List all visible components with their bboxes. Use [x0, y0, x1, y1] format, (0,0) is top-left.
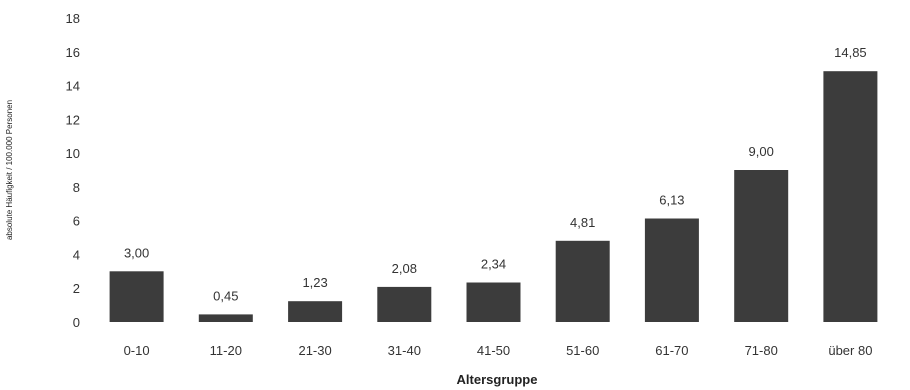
x-axis-title: Altersgruppe — [457, 372, 538, 387]
bar — [644, 218, 699, 322]
x-tick-label: 0-10 — [124, 343, 150, 358]
data-label: 2,08 — [392, 261, 417, 276]
y-tick-label: 8 — [73, 180, 80, 195]
x-tick-label: 21-30 — [298, 343, 331, 358]
y-tick-label: 10 — [66, 146, 80, 161]
bar — [466, 282, 521, 322]
y-tick-label: 6 — [73, 214, 80, 229]
x-tick-label: 61-70 — [655, 343, 688, 358]
bar — [377, 286, 432, 322]
x-axis: 0-10 11-20 21-30 31-40 41-50 51-60 61-70 71-80 ü… — [124, 343, 873, 358]
data-label: 4,81 — [570, 215, 595, 230]
x-tick-label: 31-40 — [388, 343, 421, 358]
bars — [109, 71, 878, 322]
x-tick-label: 51-60 — [566, 343, 599, 358]
bar — [198, 314, 253, 322]
y-tick-label: 0 — [73, 315, 80, 330]
y-tick-label: 4 — [73, 247, 80, 262]
y-axis-title: absolute Häufigkeit / 100.000 Personen — [5, 100, 14, 240]
bar — [288, 301, 343, 322]
data-label: 2,34 — [481, 257, 506, 272]
x-tick-label: über 80 — [828, 343, 872, 358]
y-tick-label: 18 — [66, 11, 80, 26]
bar — [734, 170, 789, 322]
y-tick-label: 14 — [66, 79, 80, 94]
data-label: 9,00 — [749, 144, 774, 159]
y-axis: 0 2 4 6 8 10 12 14 16 18 — [66, 11, 80, 330]
bar — [555, 240, 610, 322]
bar — [823, 71, 878, 322]
x-tick-label: 41-50 — [477, 343, 510, 358]
x-tick-label: 71-80 — [745, 343, 778, 358]
y-tick-label: 2 — [73, 281, 80, 296]
data-label: 3,00 — [124, 245, 149, 260]
x-tick-label: 11-20 — [210, 343, 242, 358]
data-label: 14,85 — [834, 45, 867, 60]
data-labels: 3,00 0,45 1,23 2,08 2,34 4,81 6,13 9,00 14,85 — [124, 45, 867, 303]
data-label: 6,13 — [659, 193, 684, 208]
y-tick-label: 16 — [66, 45, 80, 60]
bar — [109, 271, 164, 322]
data-label: 0,45 — [213, 288, 238, 303]
y-tick-label: 12 — [66, 112, 80, 127]
data-label: 1,23 — [302, 275, 327, 290]
